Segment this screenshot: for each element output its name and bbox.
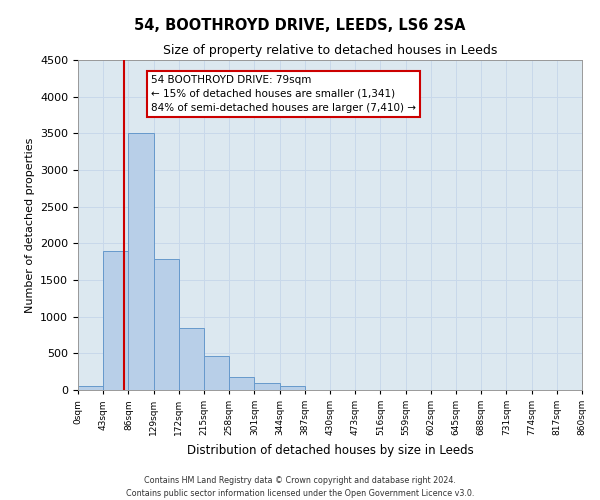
Bar <box>204 356 229 390</box>
Bar <box>229 377 254 390</box>
Bar <box>78 386 103 390</box>
Y-axis label: Number of detached properties: Number of detached properties <box>25 138 35 312</box>
Bar <box>128 134 154 390</box>
Bar <box>254 384 280 390</box>
Bar <box>154 260 179 390</box>
Text: 54 BOOTHROYD DRIVE: 79sqm
← 15% of detached houses are smaller (1,341)
84% of se: 54 BOOTHROYD DRIVE: 79sqm ← 15% of detac… <box>151 75 416 113</box>
Text: Contains HM Land Registry data © Crown copyright and database right 2024.
Contai: Contains HM Land Registry data © Crown c… <box>126 476 474 498</box>
Bar <box>179 328 204 390</box>
Bar <box>280 386 305 390</box>
X-axis label: Distribution of detached houses by size in Leeds: Distribution of detached houses by size … <box>187 444 473 456</box>
Text: 54, BOOTHROYD DRIVE, LEEDS, LS6 2SA: 54, BOOTHROYD DRIVE, LEEDS, LS6 2SA <box>134 18 466 32</box>
Bar <box>103 250 128 390</box>
Title: Size of property relative to detached houses in Leeds: Size of property relative to detached ho… <box>163 44 497 58</box>
